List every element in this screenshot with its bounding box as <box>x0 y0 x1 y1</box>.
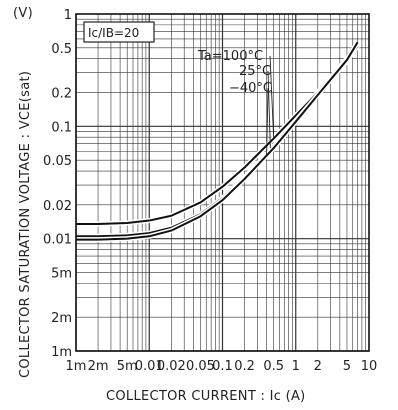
y-axis-title: COLLECTOR SATURATION VOLTAGE : VCE(sat) <box>18 71 33 378</box>
condition-label: Ic/IB=20 <box>88 26 139 40</box>
y-tick-label: 0.1 <box>51 120 72 135</box>
x-tick-label: 0.2 <box>234 359 255 374</box>
x-axis-title: COLLECTOR CURRENT : Ic (A) <box>106 389 306 404</box>
series-0-line <box>76 58 348 226</box>
series-1-line <box>76 45 359 238</box>
y-tick-label: 0.01 <box>43 233 72 248</box>
y-tick-label: 0.05 <box>43 154 72 169</box>
y-tick-label: 5m <box>51 266 72 281</box>
annotation-pointer <box>269 55 275 139</box>
x-tick-label: 0.05 <box>186 359 215 374</box>
y-tick-label: 0.2 <box>51 87 72 102</box>
x-tick-label: 2 <box>314 359 322 374</box>
plot-frame <box>75 13 370 352</box>
annotation-labels: Ta=100°C 25°C −40°C <box>197 49 272 96</box>
series-0-halo <box>76 57 349 227</box>
x-tick-label: 5m <box>117 359 138 374</box>
condition-box-border <box>83 21 155 43</box>
series-2-halo <box>76 40 360 243</box>
grid <box>75 14 369 352</box>
condition-box: Ic/IB=20 <box>83 21 155 43</box>
y-tick-label: 2m <box>51 311 72 326</box>
x-tick-label: 1 <box>292 359 300 374</box>
annotation-minus40c: −40°C <box>229 81 272 96</box>
series-2-line <box>76 41 359 241</box>
y-tick-label: 0.02 <box>43 199 72 214</box>
x-tick-label: 2m <box>88 359 109 374</box>
y-tick-label: 1 <box>64 8 72 23</box>
y-tick-labels: 1 0.5 0.2 0.1 0.05 0.02 0.01 5m 2m 1m <box>43 8 72 360</box>
x-tick-label: 0.1 <box>212 359 233 374</box>
curves <box>76 40 360 243</box>
x-tick-label: 0.5 <box>263 359 284 374</box>
plot-border <box>75 13 370 352</box>
annotation-pointer <box>267 70 271 149</box>
x-tick-labels: 1m 2m 5m0.010.02 0.050.1 0.2 0.5 1 2 5 10 <box>66 359 378 374</box>
annotation-25c: 25°C <box>239 64 271 79</box>
series-1-halo <box>76 44 360 239</box>
x-tick-label: 1m <box>66 359 87 374</box>
annotation-ta100: Ta=100°C <box>197 49 263 64</box>
y-tick-label: 1m <box>51 345 72 360</box>
x-tick-label: 5 <box>343 359 351 374</box>
y-unit-label: (V) <box>13 6 33 21</box>
x-tick-label: 10 <box>361 359 378 374</box>
y-tick-label: 0.5 <box>51 42 72 57</box>
annotation-pointer <box>266 87 269 155</box>
x-tick-label: 0.02 <box>157 359 186 374</box>
annotation-pointers <box>266 55 275 155</box>
x-tick-label: 0.01 <box>135 359 164 374</box>
